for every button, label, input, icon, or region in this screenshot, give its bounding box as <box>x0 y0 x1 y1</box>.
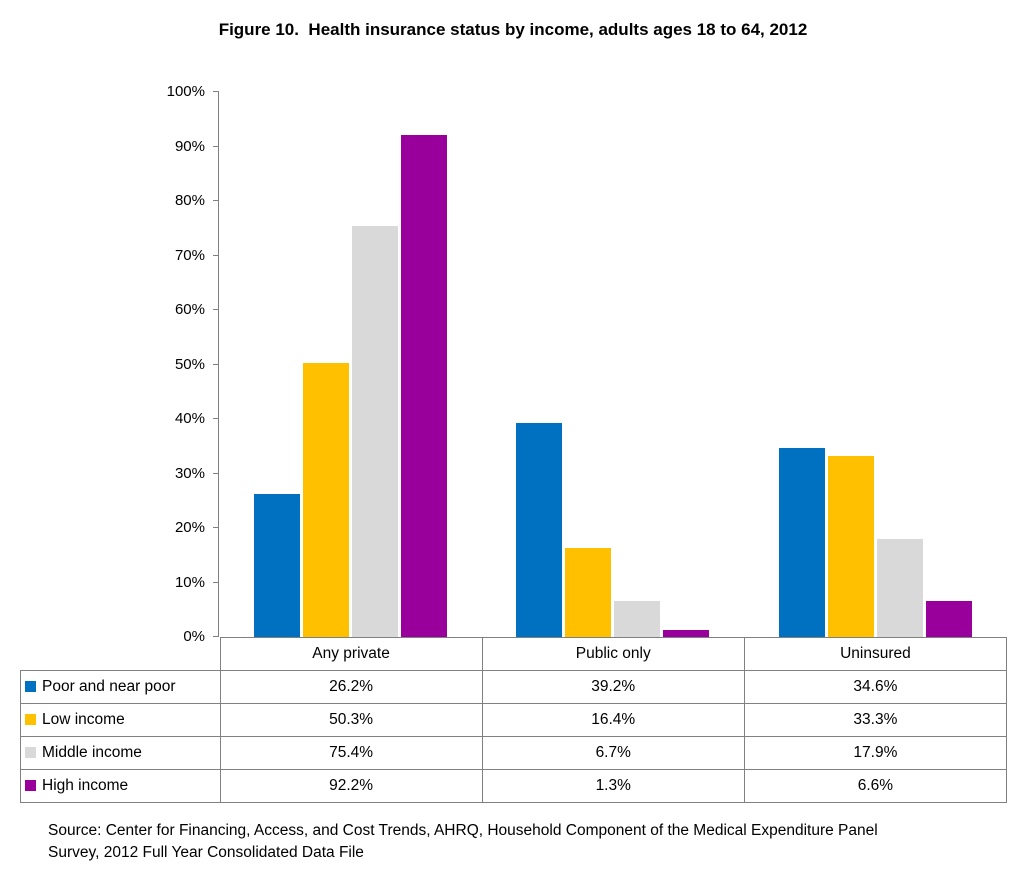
table-value-poor-and-near-poor-any-private: 26.2% <box>219 670 483 704</box>
legend-label-poor-and-near-poor: Poor and near poor <box>42 678 176 695</box>
y-axis-tick-30 <box>213 472 219 474</box>
y-axis-label-90: 90% <box>174 137 205 155</box>
table-value-middle-income-any-private: 75.4% <box>219 736 483 770</box>
bar-low-income-uninsured <box>828 455 875 637</box>
bar-high-income-uninsured <box>926 601 973 637</box>
y-axis-label-60: 60% <box>174 301 205 318</box>
legend-cell-middle-income: Middle income <box>20 736 221 770</box>
table-value-poor-and-near-poor-public-only: 39.2% <box>481 670 745 704</box>
bar-group-uninsured <box>744 92 1007 637</box>
table-header-public-only: Public only <box>481 637 745 671</box>
source-note: Source: Center for Financing, Access, an… <box>48 820 878 864</box>
bar-poor-and-near-poor-uninsured <box>779 448 826 637</box>
y-axis-tick-80 <box>213 200 219 201</box>
bar-middle-income-any-private <box>351 226 398 637</box>
table-row-high-income: High income 92.2% 1.3% 6.6% <box>20 769 1008 803</box>
y-axis-tick-60 <box>213 309 219 310</box>
table-row-poor-and-near-poor: Poor and near poor 26.2% 39.2% 34.6% <box>20 670 1008 704</box>
legend-swatch-low-income <box>25 714 36 725</box>
table-row-low-income: Low income 50.3% 16.4% 33.3% <box>20 703 1008 737</box>
source-line-1: Source: Center for Financing, Access, an… <box>48 822 878 839</box>
table-header-row: Any private Public only Uninsured <box>21 637 1008 671</box>
plot-area: 0% 10% 20% 30% 40% 50% 60% 70% 80% 90% 100% <box>167 83 1007 645</box>
table-header-uninsured: Uninsured <box>743 637 1008 671</box>
bar-middle-income-uninsured <box>877 539 924 637</box>
y-axis-tick-10 <box>213 581 219 583</box>
table-value-high-income-uninsured: 6.6% <box>743 769 1008 803</box>
y-axis-tick-100 <box>213 91 219 92</box>
y-axis-label-30: 30% <box>174 464 205 482</box>
y-axis-label-0: 0% <box>183 628 205 645</box>
bar-low-income-any-private <box>302 362 349 637</box>
table-value-middle-income-uninsured: 17.9% <box>743 736 1008 770</box>
table-corner-cell <box>21 638 221 671</box>
table-value-low-income-uninsured: 33.3% <box>743 703 1008 737</box>
chart-title: Figure 10. Health insurance status by in… <box>218 20 808 39</box>
source-line-2: Survey, 2012 Full Year Consolidated Data… <box>48 844 364 861</box>
table-value-high-income-public-only: 1.3% <box>481 769 745 803</box>
bar-group-any-private <box>219 92 482 637</box>
bar-low-income-public-only <box>565 547 612 637</box>
legend-swatch-middle-income <box>25 747 36 758</box>
legend-cell-high-income: High income <box>20 769 221 803</box>
legend-label-low-income: Low income <box>42 711 125 728</box>
y-axis-tick-40 <box>213 418 219 419</box>
bar-poor-and-near-poor-public-only <box>516 423 563 637</box>
y-axis-label-40: 40% <box>174 410 205 427</box>
table-header-any-private: Any private <box>219 637 483 671</box>
y-axis-tick-70 <box>213 254 219 256</box>
y-axis-label-10: 10% <box>174 573 205 591</box>
y-axis-tick-20 <box>213 527 219 528</box>
bar-group-public-only <box>482 92 745 637</box>
legend-cell-low-income: Low income <box>20 703 221 737</box>
bar-high-income-any-private <box>400 134 447 637</box>
y-axis-label-50: 50% <box>174 355 205 373</box>
legend-label-high-income: High income <box>42 777 129 794</box>
legend-swatch-poor-and-near-poor <box>25 681 36 692</box>
y-axis-label-20: 20% <box>174 519 205 536</box>
y-axis-label-80: 80% <box>174 192 205 209</box>
table-value-high-income-any-private: 92.2% <box>219 769 483 803</box>
bar-high-income-public-only <box>663 629 710 637</box>
table-value-low-income-public-only: 16.4% <box>481 703 745 737</box>
legend-cell-poor-and-near-poor: Poor and near poor <box>20 670 221 704</box>
table-value-low-income-any-private: 50.3% <box>219 703 483 737</box>
y-axis-tick-0 <box>213 636 219 637</box>
y-axis-tick-90 <box>213 145 219 147</box>
table-row-middle-income: Middle income 75.4% 6.7% 17.9% <box>20 736 1008 770</box>
y-axis-label-100: 100% <box>166 83 205 100</box>
bar-poor-and-near-poor-any-private <box>253 494 300 637</box>
y-axis-tick-50 <box>213 363 219 365</box>
bar-middle-income-public-only <box>614 600 661 637</box>
table-value-poor-and-near-poor-uninsured: 34.6% <box>743 670 1008 704</box>
table-value-middle-income-public-only: 6.7% <box>481 736 745 770</box>
legend-swatch-high-income <box>25 780 36 791</box>
y-axis-label-70: 70% <box>174 246 205 264</box>
data-table: Any private Public only Uninsured Poor and … <box>20 637 1008 803</box>
legend-label-middle-income: Middle income <box>42 744 142 761</box>
